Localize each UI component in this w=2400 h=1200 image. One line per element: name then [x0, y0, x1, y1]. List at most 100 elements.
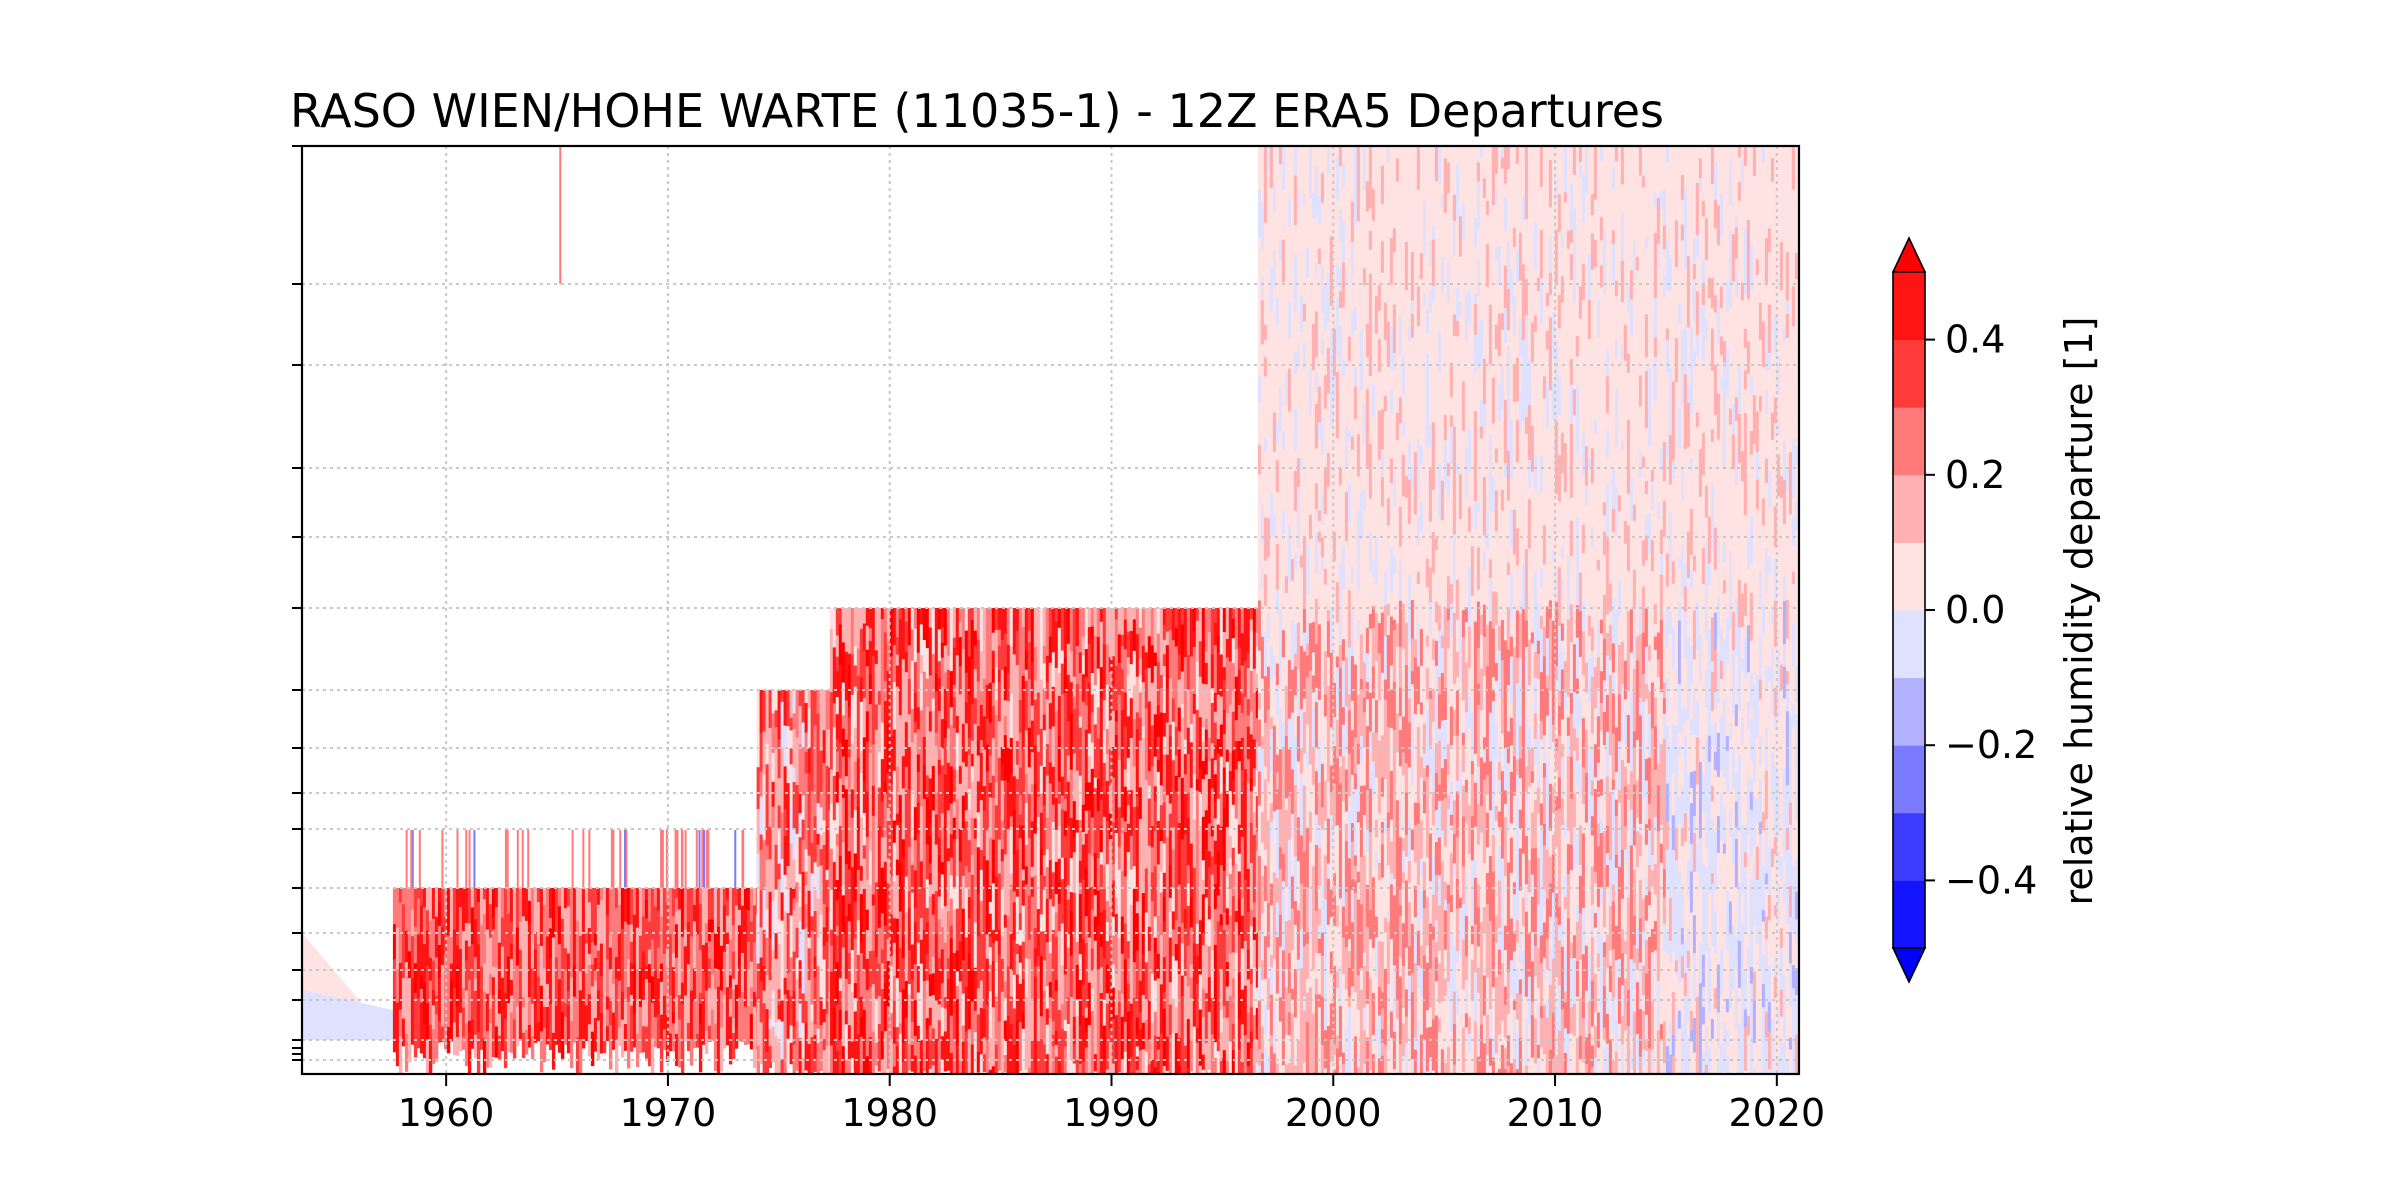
heat-cell: [871, 815, 876, 861]
heat-cell: [1305, 220, 1310, 248]
heat-cell: [1389, 516, 1394, 539]
heat-cell: [1222, 1005, 1227, 1019]
heat-cell: [482, 991, 487, 1039]
heat-cell: [1290, 275, 1295, 294]
heat-cell: [838, 990, 843, 1011]
heat-cell: [1201, 1000, 1206, 1018]
heat-cell: [1329, 236, 1334, 274]
heat-cell: [1096, 890, 1101, 926]
heat-cell: [680, 1004, 685, 1033]
heat-cell: [1347, 858, 1352, 901]
heat-cell: [1168, 912, 1173, 938]
heat-cell: [1380, 506, 1385, 521]
heat-cell: [759, 927, 763, 959]
heat-cell: [1210, 856, 1215, 876]
heat-cell: [425, 966, 430, 1004]
heat-cell: [1302, 1062, 1307, 1074]
heat-cell: [928, 863, 933, 874]
heat-cell: [746, 941, 751, 970]
heat-cell: [1240, 1038, 1245, 1063]
heat-cell: [1000, 608, 1005, 628]
heat-cell: [1015, 1020, 1020, 1063]
heat-cell: [713, 888, 718, 934]
heat-cell: [1201, 608, 1206, 644]
heat-cell: [1213, 711, 1218, 723]
heat-cell: [1341, 425, 1346, 463]
heat-cell: [940, 1059, 945, 1074]
heat-cell: [641, 951, 646, 1001]
heat-cell: [1243, 660, 1248, 698]
heat-cell: [829, 674, 834, 693]
heat-cell: [1368, 869, 1373, 894]
heat-cell: [530, 968, 535, 1005]
heat-cell: [1249, 926, 1254, 948]
heat-cell: [1296, 275, 1301, 319]
heat-cell: [988, 782, 993, 798]
heat-cell: [1222, 808, 1227, 843]
heat-cell: [1225, 761, 1230, 792]
heat-cell: [1069, 744, 1074, 771]
heat-cell: [1299, 835, 1304, 884]
heat-cell: [404, 1000, 409, 1035]
heat-cell: [1332, 290, 1337, 330]
heat-cell: [1344, 191, 1349, 205]
heat-cell: [1320, 454, 1325, 490]
heat-cell: [626, 1028, 631, 1069]
heat-cell: [554, 888, 559, 934]
heat-cell: [844, 894, 849, 917]
heat-cell: [1030, 638, 1035, 663]
heat-cell: [934, 759, 939, 794]
heat-cell: [1329, 1061, 1334, 1074]
heat-cell: [1374, 1042, 1379, 1074]
heat-cell: [922, 608, 927, 641]
heat-cell: [768, 792, 772, 828]
heat-cell: [617, 980, 622, 1028]
heat-cell: [925, 844, 930, 880]
heat-cell: [979, 869, 984, 902]
heat-cell: [1335, 656, 1340, 668]
heat-cell: [1365, 699, 1370, 727]
heat-cell: [1159, 712, 1164, 753]
heat-cell: [1249, 734, 1254, 779]
heat-cell: [850, 718, 855, 744]
heat-cell: [862, 650, 867, 699]
heat-cell: [955, 732, 960, 771]
heat-cell: [1066, 934, 1071, 949]
heat-cell: [895, 813, 900, 826]
heat-cell: [1263, 517, 1268, 562]
heat-cell: [1225, 908, 1230, 926]
heat-cell: [1308, 216, 1313, 233]
heat-cell: [689, 936, 694, 962]
heat-cell: [1278, 261, 1283, 296]
heat-cell: [1386, 984, 1391, 1008]
heat-cell: [895, 654, 900, 666]
heat-cell: [1120, 1016, 1125, 1030]
heat-cell: [1024, 773, 1029, 804]
heat-cell: [1225, 749, 1230, 763]
heat-cell: [1398, 314, 1403, 356]
heat-cell: [1338, 1043, 1343, 1058]
heat-cell: [1356, 400, 1361, 435]
heat-cell: [780, 968, 784, 986]
heat-cell: [1287, 795, 1292, 841]
heat-cell: [1165, 645, 1170, 689]
heat-cell: [1299, 1024, 1304, 1074]
heat-cell: [1335, 1035, 1340, 1049]
heat-cell: [1003, 868, 1008, 882]
heat-cell: [476, 944, 481, 994]
heat-cell: [566, 1005, 571, 1054]
heat-cell: [898, 608, 903, 620]
heat-cell: [1383, 146, 1388, 191]
heat-cell: [500, 946, 505, 979]
heat-cell: [1162, 921, 1167, 934]
heat-cell: [488, 904, 493, 939]
heat-cell: [786, 690, 790, 727]
heat-cell: [1335, 357, 1340, 373]
heat-cell: [1051, 972, 1056, 1022]
heat-cell: [1350, 167, 1355, 203]
heat-cell: [907, 873, 912, 892]
heat-cell: [1290, 263, 1295, 276]
heat-cell: [1323, 233, 1328, 284]
heat-cell: [964, 723, 969, 752]
heat-cell: [982, 855, 987, 887]
